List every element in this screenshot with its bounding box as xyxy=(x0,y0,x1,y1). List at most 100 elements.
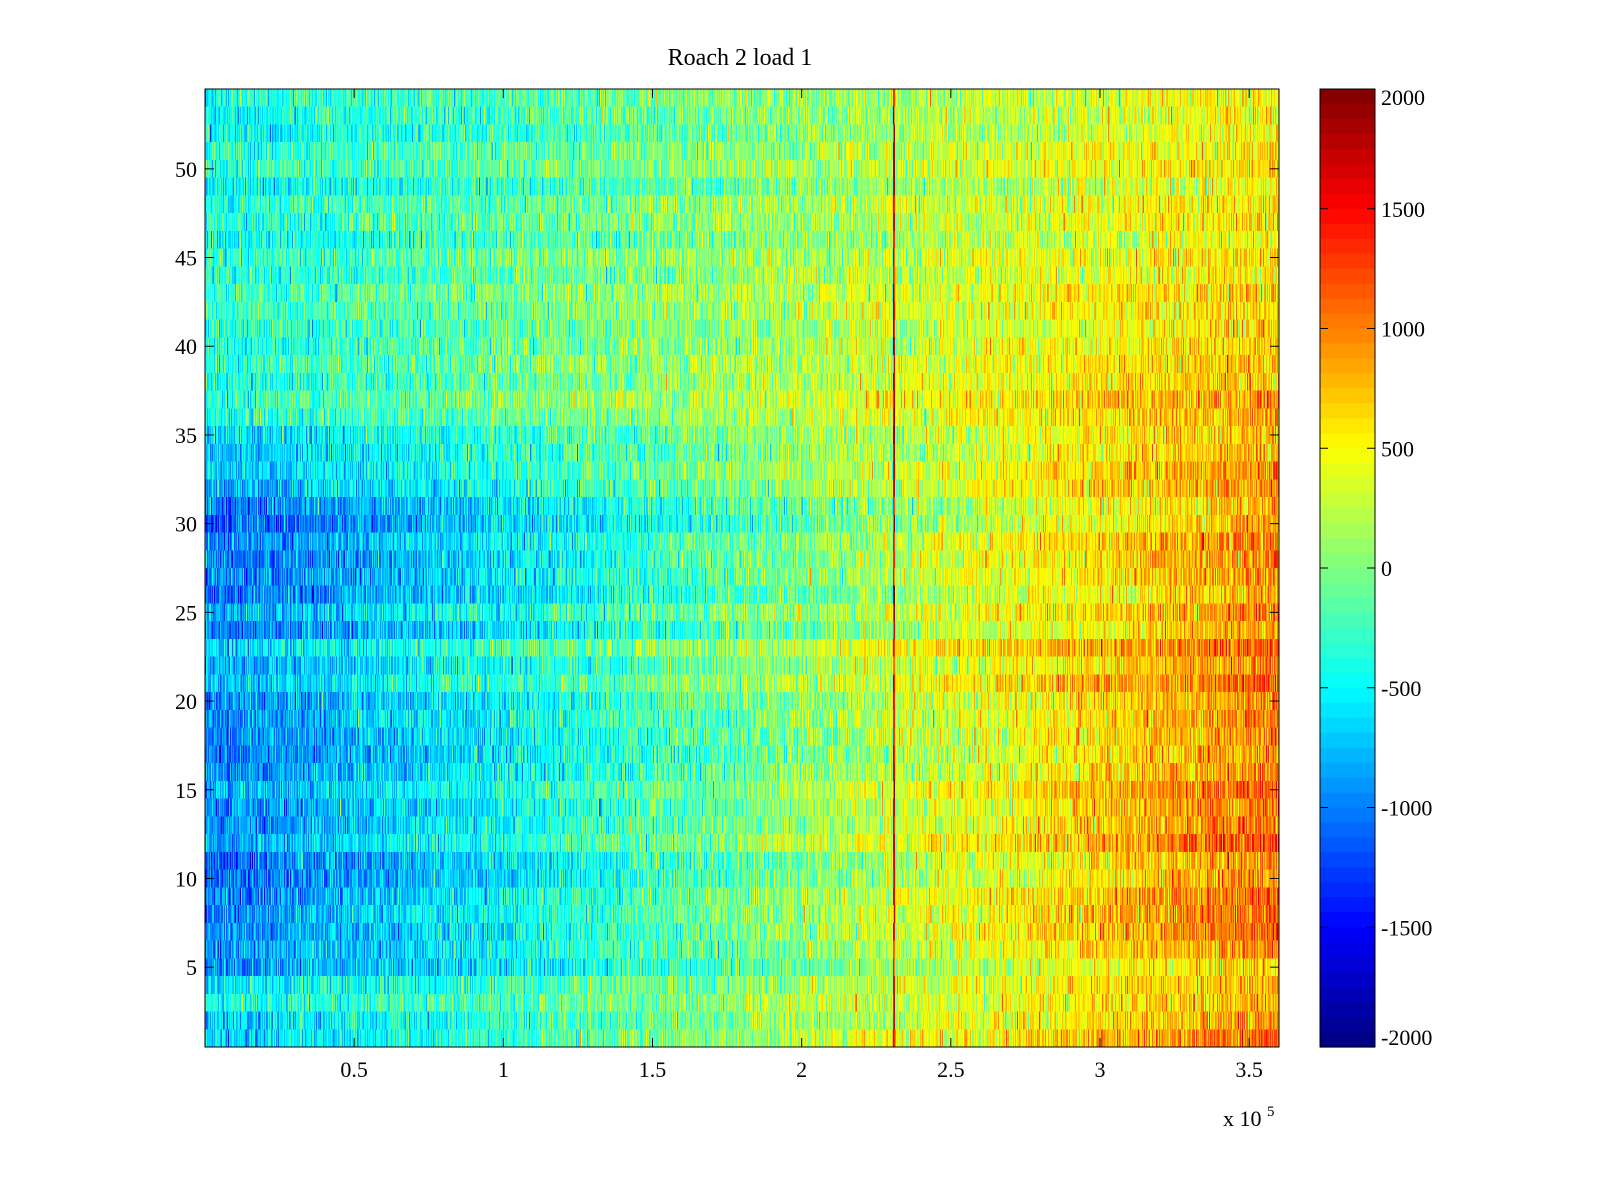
colorbar-swatch xyxy=(1320,493,1375,509)
colorbar-swatch xyxy=(1320,508,1375,524)
colorbar-swatch xyxy=(1320,223,1375,240)
colorbar-swatch xyxy=(1320,418,1375,434)
x-tick-label: 3 xyxy=(1095,1057,1106,1082)
colorbar-swatch xyxy=(1320,298,1375,315)
colorbar-tick-label: 2000 xyxy=(1381,85,1425,110)
x-tick-label: 3.5 xyxy=(1235,1057,1263,1082)
colorbar-swatch xyxy=(1320,957,1375,973)
y-tick-label: 30 xyxy=(175,512,197,537)
colorbar-swatch xyxy=(1320,792,1375,809)
colorbar-swatch xyxy=(1320,388,1375,404)
x-multiplier-label: x 10 5 xyxy=(1223,1104,1275,1131)
colorbar-swatch xyxy=(1320,373,1375,389)
colorbar-tick-label: 0 xyxy=(1381,556,1392,581)
colorbar-swatch xyxy=(1320,942,1375,958)
colorbar-swatch xyxy=(1320,927,1375,943)
colorbar-tick-label: 1000 xyxy=(1381,317,1425,342)
colorbar-swatch xyxy=(1320,882,1375,898)
y-tick-label: 45 xyxy=(175,246,197,271)
colorbar-swatch xyxy=(1320,268,1375,285)
x-tick-label: 0.5 xyxy=(340,1057,368,1082)
plot-frame xyxy=(204,88,1280,1048)
colorbar-swatch xyxy=(1320,433,1375,449)
colorbar-axis: 2000 1500 1000 500 0 -500 -1000 -1500 -2000 xyxy=(1320,85,1432,1050)
y-tick-label: 35 xyxy=(175,423,197,448)
heatmap-image xyxy=(205,89,1279,1047)
colorbar-swatch xyxy=(1320,463,1375,479)
colorbar-swatch xyxy=(1320,568,1375,584)
colorbar xyxy=(1320,89,1375,1048)
colorbar-swatch xyxy=(1320,597,1375,614)
colorbar-swatch xyxy=(1320,89,1375,105)
colorbar-swatch xyxy=(1320,193,1375,210)
colorbar-swatch xyxy=(1320,912,1375,928)
colorbar-swatch xyxy=(1320,987,1375,1003)
colorbar-swatch xyxy=(1320,1032,1375,1048)
colorbar-swatch xyxy=(1320,133,1375,150)
colorbar-swatch xyxy=(1320,702,1375,719)
chart-title: Roach 2 load 1 xyxy=(668,45,813,71)
colorbar-swatch xyxy=(1320,523,1375,539)
y-tick-label: 5 xyxy=(186,955,197,980)
colorbar-swatch xyxy=(1320,313,1375,330)
colorbar-swatch xyxy=(1320,208,1375,225)
colorbar-tick-label: -2000 xyxy=(1381,1025,1432,1050)
colorbar-swatch xyxy=(1320,642,1375,659)
x-tick-label: 1.5 xyxy=(639,1057,667,1082)
colorbar-swatch xyxy=(1320,837,1375,854)
colorbar-swatch xyxy=(1320,732,1375,749)
colorbar-swatch xyxy=(1320,867,1375,883)
colorbar-swatch xyxy=(1320,178,1375,195)
x-multiplier-exponent: 5 xyxy=(1267,1104,1275,1120)
colorbar-swatch xyxy=(1320,717,1375,734)
colorbar-swatch xyxy=(1320,747,1375,764)
colorbar-tick-label: -1500 xyxy=(1381,915,1432,940)
colorbar-swatch xyxy=(1320,657,1375,674)
y-tick-label: 25 xyxy=(175,600,197,625)
colorbar-tick-label: -1000 xyxy=(1381,796,1432,821)
colorbar-swatch xyxy=(1320,852,1375,868)
x-multiplier-base: x 10 xyxy=(1223,1106,1262,1131)
x-tick-label: 2.5 xyxy=(937,1057,965,1082)
y-tick-label: 20 xyxy=(175,689,197,714)
colorbar-swatch xyxy=(1320,897,1375,913)
y-tick-label: 50 xyxy=(175,157,197,182)
colorbar-swatch xyxy=(1320,118,1375,135)
colorbar-swatch xyxy=(1320,627,1375,644)
colorbar-swatch xyxy=(1320,148,1375,165)
y-tick-label: 15 xyxy=(175,778,197,803)
colorbar-swatch xyxy=(1320,762,1375,779)
colorbar-swatch xyxy=(1320,238,1375,255)
colorbar-swatch xyxy=(1320,163,1375,180)
colorbar-swatch xyxy=(1320,103,1375,120)
colorbar-swatch xyxy=(1320,403,1375,419)
colorbar-swatch xyxy=(1320,672,1375,689)
colorbar-tick-label: 1500 xyxy=(1381,197,1425,222)
colorbar-swatch xyxy=(1320,328,1375,345)
heatmap-cells xyxy=(205,89,1279,1047)
colorbar-swatch xyxy=(1320,538,1375,554)
colorbar-tick-label: 500 xyxy=(1381,436,1414,461)
colorbar-swatch xyxy=(1320,972,1375,988)
colorbar-swatch xyxy=(1320,448,1375,464)
colorbar-swatch xyxy=(1320,687,1375,704)
x-axis: 0.5 1 1.5 2 2.5 3 3.5 xyxy=(340,89,1263,1082)
colorbar-tick-label: -500 xyxy=(1381,676,1421,701)
colorbar-swatch xyxy=(1320,777,1375,794)
y-tick-label: 40 xyxy=(175,334,197,359)
colorbar-swatch xyxy=(1320,478,1375,494)
colorbar-swatch xyxy=(1320,1002,1375,1018)
colorbar-swatch xyxy=(1320,612,1375,629)
colorbar-swatch xyxy=(1320,343,1375,360)
colorbar-swatch xyxy=(1320,358,1375,375)
x-tick-label: 1 xyxy=(498,1057,509,1082)
colorbar-swatch xyxy=(1320,553,1375,569)
colorbar-swatch xyxy=(1320,253,1375,270)
colorbar-swatch xyxy=(1320,283,1375,300)
colorbar-swatch xyxy=(1320,807,1375,824)
colorbar-swatch xyxy=(1320,822,1375,839)
y-tick-label: 10 xyxy=(175,866,197,891)
y-axis: 5 10 15 20 25 30 35 40 45 50 xyxy=(175,157,1279,980)
x-tick-label: 2 xyxy=(796,1057,807,1082)
